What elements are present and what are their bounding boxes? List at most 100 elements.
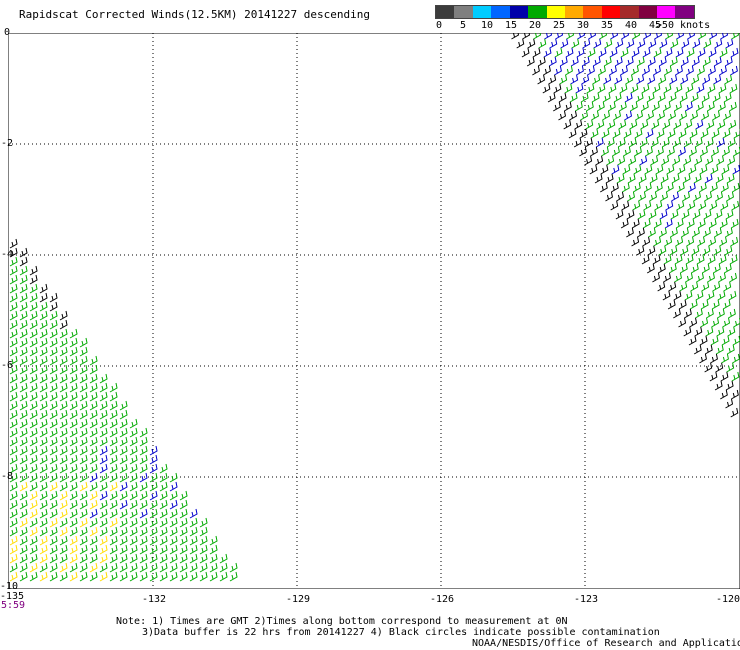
wind-barb (129, 544, 138, 555)
wind-barb (693, 173, 702, 184)
wind-barb (9, 328, 18, 339)
wind-barb (581, 74, 590, 85)
wind-barb (159, 571, 168, 582)
wind-barb (614, 74, 623, 85)
swath-time-label: 5:59 (1, 600, 26, 611)
wind-barb (642, 47, 651, 58)
wind-barb (69, 355, 78, 366)
wind-barb (697, 47, 706, 58)
wind-barb (79, 553, 88, 564)
wind-barb (723, 110, 732, 121)
legend-swatch (528, 6, 547, 18)
wind-barb (675, 47, 684, 58)
wind-barb (109, 571, 118, 582)
wind-barb (119, 409, 128, 420)
wind-barb (29, 544, 38, 555)
wind-barb (179, 508, 188, 519)
wind-barb (652, 83, 661, 94)
wind-barb (543, 65, 551, 76)
wind-barb (727, 326, 736, 337)
credit-line: NOAA/NESDIS/Office of Research and Appli… (472, 638, 740, 649)
wind-barb (89, 400, 98, 411)
wind-barb (669, 56, 678, 67)
wind-barb (717, 308, 725, 319)
wind-barb (612, 146, 620, 157)
wind-barb (584, 155, 593, 166)
wind-barb (89, 436, 98, 447)
wind-barb (718, 83, 727, 94)
wind-barb (672, 137, 681, 148)
wind-barb (9, 481, 18, 492)
wind-barb (79, 454, 88, 465)
wind-barb (39, 544, 48, 555)
wind-barb (89, 508, 98, 519)
wind-barb (731, 389, 739, 400)
wind-barb (99, 445, 108, 456)
wind-barb (598, 65, 606, 76)
wind-barb (695, 308, 703, 319)
wind-barb (670, 209, 679, 220)
wind-barb (576, 65, 584, 76)
wind-barb (119, 481, 128, 492)
wind-barb (9, 490, 18, 501)
wind-barb (696, 272, 704, 283)
wind-barb (718, 254, 727, 265)
wind-barb (139, 508, 148, 519)
wind-barb (714, 38, 723, 49)
wind-barb (49, 301, 58, 312)
wind-barb (592, 56, 601, 67)
wind-barb (558, 110, 567, 121)
wind-barb (49, 292, 58, 303)
wind-barb (89, 382, 98, 393)
wind-barb (634, 128, 643, 139)
wind-barb (679, 263, 688, 274)
wind-barb (99, 517, 108, 528)
wind-barb (9, 247, 18, 258)
wind-barb (526, 56, 535, 67)
wind-barb (709, 33, 718, 40)
wind-barb (129, 517, 138, 528)
wind-barb (159, 463, 168, 474)
wind-barb (149, 535, 158, 546)
wind-barb (9, 301, 18, 312)
wind-barb (702, 245, 711, 256)
wind-barb (613, 92, 622, 103)
wind-barb (637, 38, 646, 49)
wind-barb (89, 445, 98, 456)
wind-barb (99, 391, 108, 402)
wind-barb (712, 281, 721, 292)
wind-barb (99, 571, 108, 582)
wind-barb (658, 74, 667, 85)
wind-barb (39, 454, 48, 465)
legend-swatch (675, 6, 694, 18)
wind-barb (69, 409, 78, 420)
wind-barb (199, 535, 208, 546)
wind-barb (139, 535, 148, 546)
wind-barb (704, 344, 713, 355)
wind-barb (139, 427, 148, 438)
wind-barb (560, 38, 569, 49)
wind-barb (69, 337, 78, 348)
wind-barb (588, 33, 597, 40)
wind-barb (129, 418, 138, 429)
wind-barb (149, 517, 158, 528)
wind-barb (516, 38, 525, 49)
wind-barb (9, 292, 18, 303)
wind-barb (179, 535, 188, 546)
wind-barb (169, 571, 178, 582)
wind-barb (701, 110, 710, 121)
wind-barb (659, 227, 667, 238)
wind-barb (602, 110, 611, 121)
wind-barb (209, 562, 218, 573)
wind-barb (664, 47, 673, 58)
wind-barb (683, 326, 692, 337)
wind-barb (688, 164, 697, 175)
wind-barb (699, 335, 708, 346)
wind-barb (727, 137, 736, 148)
wind-barb (676, 182, 685, 193)
wind-barb (620, 218, 629, 229)
wind-barb (574, 119, 583, 130)
wind-barb (59, 319, 68, 330)
wind-barb (29, 418, 38, 429)
wind-barb (179, 517, 188, 528)
